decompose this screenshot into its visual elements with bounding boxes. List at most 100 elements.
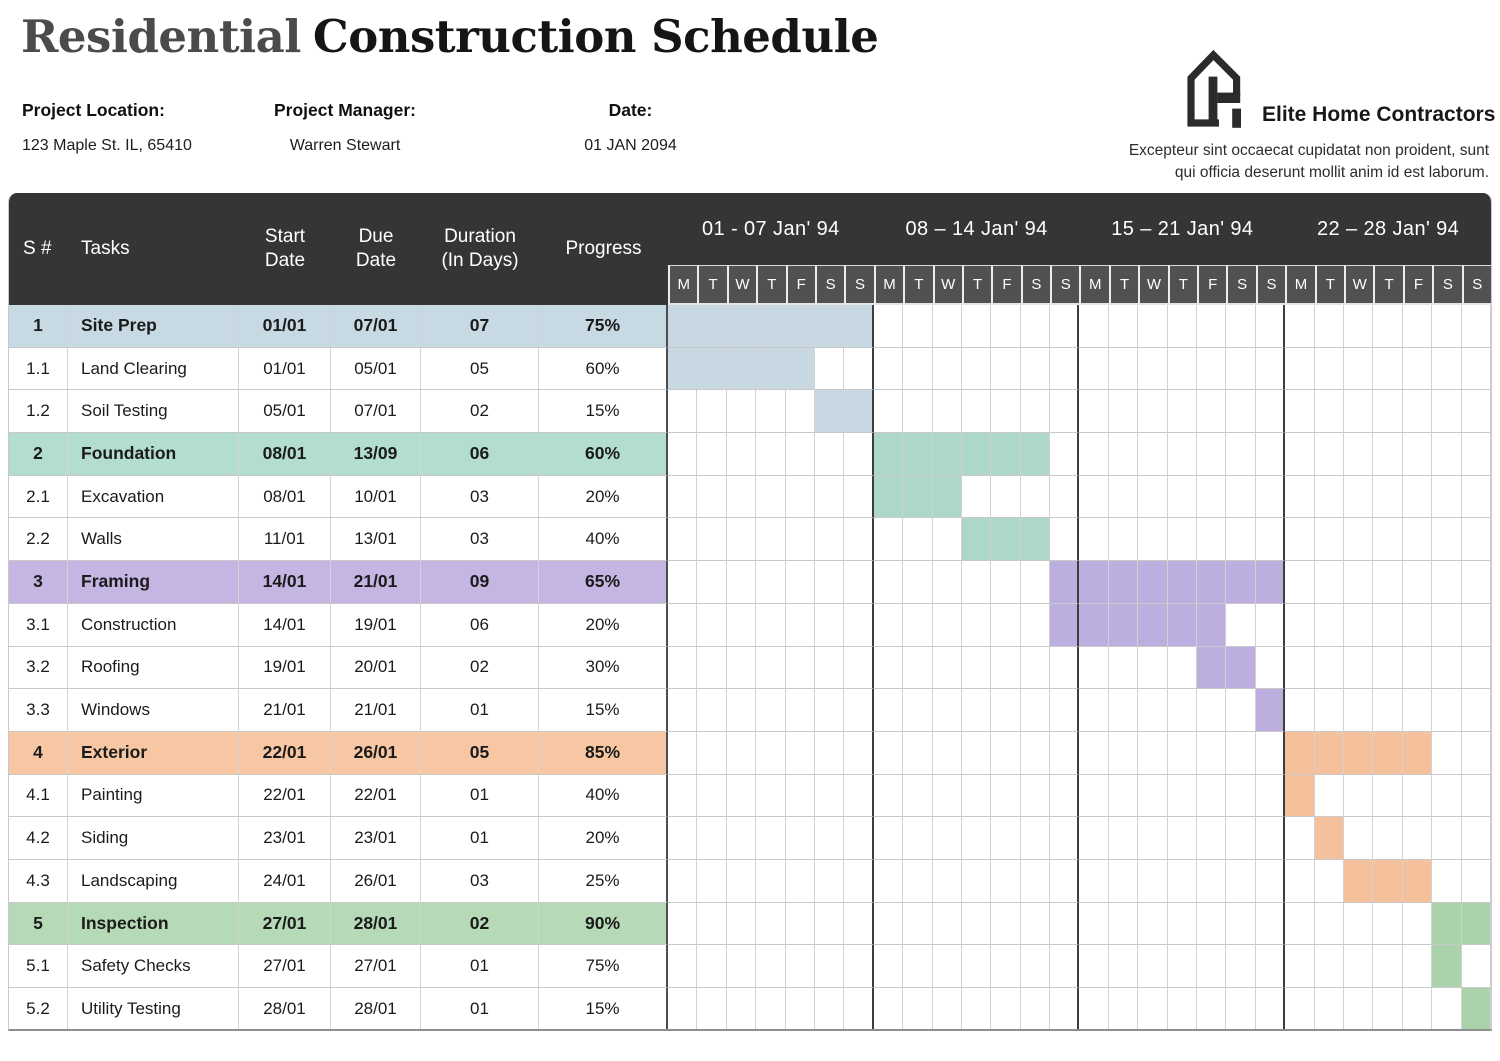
task-row-task: Painting: [68, 774, 239, 818]
gantt-cell: [932, 731, 962, 775]
gantt-bar-cell: [1138, 603, 1168, 647]
gantt-cell: [1079, 433, 1109, 476]
gantt-cell: [961, 646, 992, 690]
task-row-task: Construction: [68, 603, 239, 647]
gantt-bar-cell: [1373, 731, 1403, 775]
category-row-due: 21/01: [331, 561, 421, 604]
gantt-cell: [1050, 390, 1080, 434]
category-row-start: 27/01: [239, 902, 331, 946]
category-row-start: 01/01: [239, 305, 331, 348]
gantt-cell: [668, 859, 698, 903]
gantt-cell: [1050, 347, 1080, 391]
gantt-cell: [1255, 902, 1286, 946]
gantt-cell: [1373, 305, 1403, 348]
gantt-cell: [1344, 305, 1374, 348]
gantt-cell: [785, 475, 815, 519]
gantt-cell: [1344, 518, 1374, 562]
gantt-cell: [1050, 902, 1080, 946]
gantt-cell: [785, 988, 815, 1029]
gantt-cell: [1138, 390, 1168, 434]
task-row-progress: 15%: [539, 390, 668, 434]
gantt-cell: [961, 561, 992, 604]
gantt-cell: [873, 859, 904, 903]
gantt-cell: [1226, 689, 1256, 732]
gantt-cell: [903, 945, 933, 988]
gantt-bar-cell: [1314, 817, 1345, 860]
gantt-cell: [697, 646, 727, 690]
gantt-bar-cell: [1432, 902, 1462, 946]
task-row-sno: 3.3: [9, 689, 68, 732]
gantt-cell: [1255, 518, 1286, 562]
gantt-bar-cell: [1432, 945, 1462, 988]
gantt-cell: [844, 433, 874, 476]
task-row-sno: 3.2: [9, 646, 68, 690]
category-row-progress: 60%: [539, 433, 668, 476]
gantt-cell: [1226, 518, 1256, 562]
gantt-cell: [1373, 774, 1403, 818]
gantt-cell: [1373, 988, 1403, 1029]
gantt-cell: [726, 774, 757, 818]
gantt-cell: [932, 689, 962, 732]
task-row-sno: 2.2: [9, 518, 68, 562]
gantt-bar-cell: [961, 518, 992, 562]
gantt-cell: [1138, 305, 1168, 348]
gantt-cell: [1020, 945, 1051, 988]
gantt-bar-cell: [844, 390, 874, 434]
gantt-cell: [1020, 390, 1051, 434]
gantt-cell: [1461, 561, 1491, 604]
category-row-progress: 75%: [539, 305, 668, 348]
gantt-cell: [1285, 689, 1315, 732]
task-row-due: 21/01: [331, 689, 421, 732]
gantt-cell: [1432, 774, 1462, 818]
gantt-cell: [1314, 902, 1345, 946]
task-row-start: 05/01: [239, 390, 331, 434]
task-row-due: 22/01: [331, 774, 421, 818]
gantt-cell: [1050, 945, 1080, 988]
gantt-cell: [1255, 475, 1286, 519]
day-header: W: [726, 265, 757, 305]
gantt-cell: [1344, 817, 1374, 860]
day-header: S: [1050, 265, 1080, 305]
gantt-cell: [1020, 988, 1051, 1029]
gantt-cell: [1285, 902, 1315, 946]
gantt-cell: [1167, 731, 1198, 775]
task-row-sno: 1.1: [9, 347, 68, 391]
gantt-cell: [668, 390, 698, 434]
gantt-cell: [697, 518, 727, 562]
gantt-cell: [1197, 902, 1227, 946]
day-header: S: [814, 265, 845, 305]
task-row-start: 28/01: [239, 988, 331, 1029]
gantt-cell: [1226, 475, 1256, 519]
gantt-cell: [1432, 347, 1462, 391]
category-row-sno: 3: [9, 561, 68, 604]
gantt-cell: [726, 561, 757, 604]
gantt-cell: [1432, 988, 1462, 1029]
gantt-cell: [1314, 774, 1345, 818]
gantt-cell: [1167, 988, 1198, 1029]
day-header: T: [961, 265, 992, 305]
gantt-cell: [961, 475, 992, 519]
gantt-cell: [668, 433, 698, 476]
gantt-cell: [1167, 689, 1198, 732]
gantt-bar-cell: [814, 390, 845, 434]
gantt-cell: [844, 859, 874, 903]
gantt-cell: [785, 561, 815, 604]
gantt-bar-cell: [1020, 433, 1051, 476]
gantt-cell: [726, 646, 757, 690]
gantt-cell: [814, 731, 845, 775]
gantt-cell: [1020, 603, 1051, 647]
gantt-cell: [785, 945, 815, 988]
task-row-duration: 05: [421, 347, 539, 391]
day-header: T: [903, 265, 933, 305]
task-row-progress: 40%: [539, 774, 668, 818]
gantt-cell: [903, 347, 933, 391]
gantt-cell: [814, 774, 845, 818]
gantt-bar-cell: [1079, 603, 1109, 647]
gantt-cell: [1344, 433, 1374, 476]
gantt-cell: [1255, 945, 1286, 988]
gantt-cell: [1402, 518, 1433, 562]
category-row-due: 07/01: [331, 305, 421, 348]
gantt-cell: [1079, 347, 1109, 391]
gantt-cell: [844, 561, 874, 604]
gantt-cell: [1255, 731, 1286, 775]
